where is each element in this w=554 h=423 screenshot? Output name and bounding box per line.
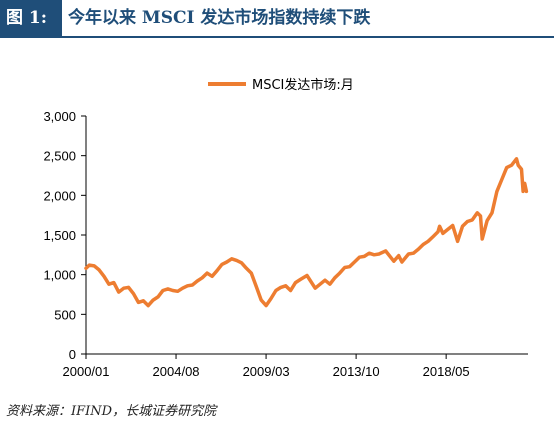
x-tick-label: 2004/08 xyxy=(153,364,200,379)
legend-label: MSCI发达市场:月 xyxy=(252,77,354,93)
line-chart: MSCI发达市场:月 0 500 1,000 1,500 2,000 2,500 3,000… xyxy=(43,77,529,379)
x-tick-label: 2009/03 xyxy=(243,364,290,379)
y-axis: 0 500 1,000 1,500 2,000 2,500 3,000 xyxy=(43,109,87,362)
y-tick-label: 3,000 xyxy=(43,109,76,124)
figure-label: 图 1: xyxy=(0,0,62,36)
figure-header: 图 1: 今年以来 MSCI 发达市场指数持续下跌 xyxy=(0,0,554,36)
x-tick-label: 2000/01 xyxy=(63,364,110,379)
y-tick-label: 500 xyxy=(54,307,76,322)
x-axis: 2000/01 2004/08 2009/03 2013/10 2018/05 xyxy=(63,353,528,379)
title-rule xyxy=(0,36,554,38)
source-note: 资料来源：IFIND，长城证券研究院 xyxy=(6,404,217,419)
x-tick-label: 2013/10 xyxy=(333,364,380,379)
figure-title: 今年以来 MSCI 发达市场指数持续下跌 xyxy=(68,8,371,28)
y-tick-label: 2,000 xyxy=(43,188,76,203)
y-tick-label: 2,500 xyxy=(43,149,76,164)
series-layer xyxy=(84,157,529,308)
y-tick-label: 1,000 xyxy=(43,268,76,283)
series-line-0 xyxy=(84,157,529,308)
x-tick-label: 2018/05 xyxy=(423,364,470,379)
legend: MSCI发达市场:月 xyxy=(208,77,354,93)
y-tick-label: 1,500 xyxy=(43,228,76,243)
y-tick-label: 0 xyxy=(69,347,76,362)
